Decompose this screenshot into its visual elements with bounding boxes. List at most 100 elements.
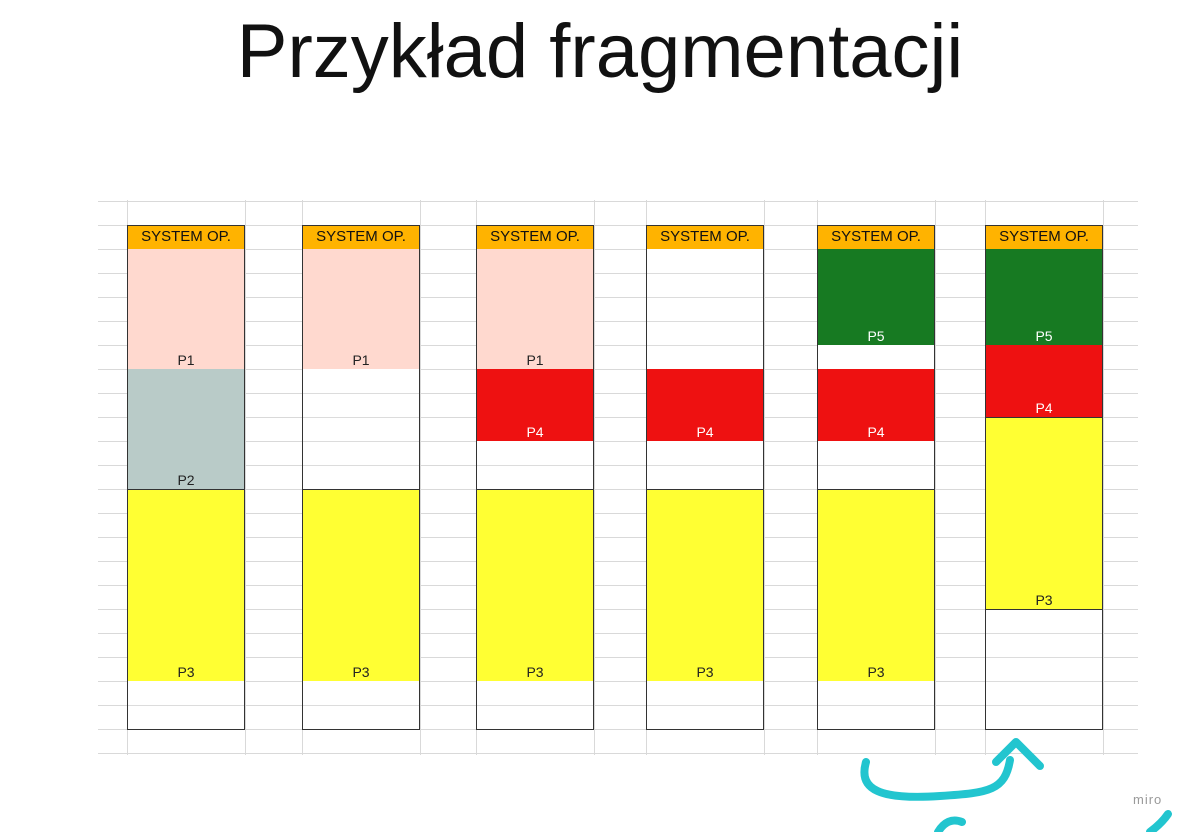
free-block: [646, 681, 764, 729]
block-boundary: [127, 489, 245, 490]
cell-line: [127, 705, 245, 706]
gridline-horizontal: [98, 369, 1138, 370]
lower-stroke-right: [1146, 810, 1172, 832]
process-block-p1: P1: [127, 249, 245, 369]
memory-diagram: SYSTEM OP. P1 P2 P3 SYSTEM OP. P1 P3 SYSTEM OP.…: [98, 200, 1138, 755]
free-block: [646, 441, 764, 489]
gridline-horizontal: [98, 225, 1138, 226]
gridline-vertical: [420, 200, 421, 755]
gridline-horizontal: [98, 513, 1138, 514]
process-block-p3: P3: [302, 489, 420, 681]
block-boundary: [302, 489, 420, 490]
os-header: SYSTEM OP.: [817, 225, 935, 249]
process-block-p4: P4: [817, 369, 935, 441]
cell-line: [985, 705, 1103, 706]
process-block-p4: P4: [476, 369, 594, 441]
process-label: P5: [1035, 328, 1053, 344]
cell-line: [302, 441, 420, 442]
cell-line: [646, 321, 764, 322]
cell-line: [476, 705, 594, 706]
process-block-p3: P3: [476, 489, 594, 681]
free-block: [476, 681, 594, 729]
gridline-horizontal: [98, 537, 1138, 538]
page-title: Przykład fragmentacji: [236, 9, 964, 94]
process-label: P5: [867, 328, 885, 344]
gridline-vertical: [935, 200, 936, 755]
cell-line: [646, 465, 764, 466]
gridline-horizontal: [98, 465, 1138, 466]
free-block: [302, 681, 420, 729]
process-label: P1: [526, 352, 544, 368]
memory-column: SYSTEM OP. P1 P4 P3: [476, 225, 594, 730]
gridline-horizontal: [98, 705, 1138, 706]
gridline-horizontal: [98, 489, 1138, 490]
gridline-horizontal: [98, 753, 1138, 754]
memory-column: SYSTEM OP. P1 P3: [302, 225, 420, 730]
watermark: miro: [1133, 792, 1163, 807]
process-label: P3: [696, 664, 714, 680]
process-block-p5: P5: [985, 249, 1103, 345]
process-block-p1: P1: [302, 249, 420, 369]
os-header: SYSTEM OP.: [646, 225, 764, 249]
gridline-horizontal: [98, 681, 1138, 682]
gridline-horizontal: [98, 417, 1138, 418]
cell-line: [646, 345, 764, 346]
arrow-head-icon: [992, 738, 1044, 770]
process-label: P4: [696, 424, 714, 440]
process-block-p3: P3: [127, 489, 245, 681]
block-boundary: [817, 489, 935, 490]
free-block: [817, 681, 935, 729]
cell-line: [646, 705, 764, 706]
gridline-horizontal: [98, 441, 1138, 442]
free-block: [476, 441, 594, 489]
gridline-vertical: [1103, 200, 1104, 755]
free-block: [646, 249, 764, 369]
gridline-vertical: [764, 200, 765, 755]
memory-column: SYSTEM OP. P5 P4 P3: [817, 225, 935, 730]
cell-line: [302, 417, 420, 418]
cell-line: [302, 393, 420, 394]
gridline-horizontal: [98, 345, 1138, 346]
process-label: P1: [352, 352, 370, 368]
cell-line: [646, 273, 764, 274]
gridline-horizontal: [98, 561, 1138, 562]
gridline-horizontal: [98, 657, 1138, 658]
memory-column: SYSTEM OP. P5 P4 P3: [985, 225, 1103, 730]
os-header: SYSTEM OP.: [985, 225, 1103, 249]
memory-column: SYSTEM OP. P4 P3: [646, 225, 764, 730]
gridline-vertical: [245, 200, 246, 755]
free-block: [817, 345, 935, 369]
free-block: [985, 609, 1103, 729]
os-header: SYSTEM OP.: [476, 225, 594, 249]
process-block-p2: P2: [127, 369, 245, 489]
gridline-horizontal: [98, 273, 1138, 274]
os-header: SYSTEM OP.: [127, 225, 245, 249]
process-label: P3: [177, 664, 195, 680]
cell-line: [302, 705, 420, 706]
cell-line: [476, 465, 594, 466]
free-block: [817, 441, 935, 489]
gridline-horizontal: [98, 633, 1138, 634]
cell-line: [985, 657, 1103, 658]
process-block-p5: P5: [817, 249, 935, 345]
process-label: P3: [1035, 592, 1053, 608]
gridline-horizontal: [98, 585, 1138, 586]
process-label: P4: [867, 424, 885, 440]
curved-arrow-stroke: [860, 756, 1014, 801]
gridline-horizontal: [98, 729, 1138, 730]
cell-line: [302, 465, 420, 466]
process-label: P3: [352, 664, 370, 680]
process-label: P4: [1035, 400, 1053, 416]
gridline-horizontal: [98, 321, 1138, 322]
process-label: P4: [526, 424, 544, 440]
gridline-horizontal: [98, 393, 1138, 394]
free-block: [127, 681, 245, 729]
process-block-p4: P4: [646, 369, 764, 441]
gridline-vertical: [594, 200, 595, 755]
gridline-horizontal: [98, 201, 1138, 202]
block-boundary: [985, 609, 1103, 610]
block-boundary: [646, 489, 764, 490]
free-block: [302, 369, 420, 489]
process-block-p3: P3: [985, 417, 1103, 609]
